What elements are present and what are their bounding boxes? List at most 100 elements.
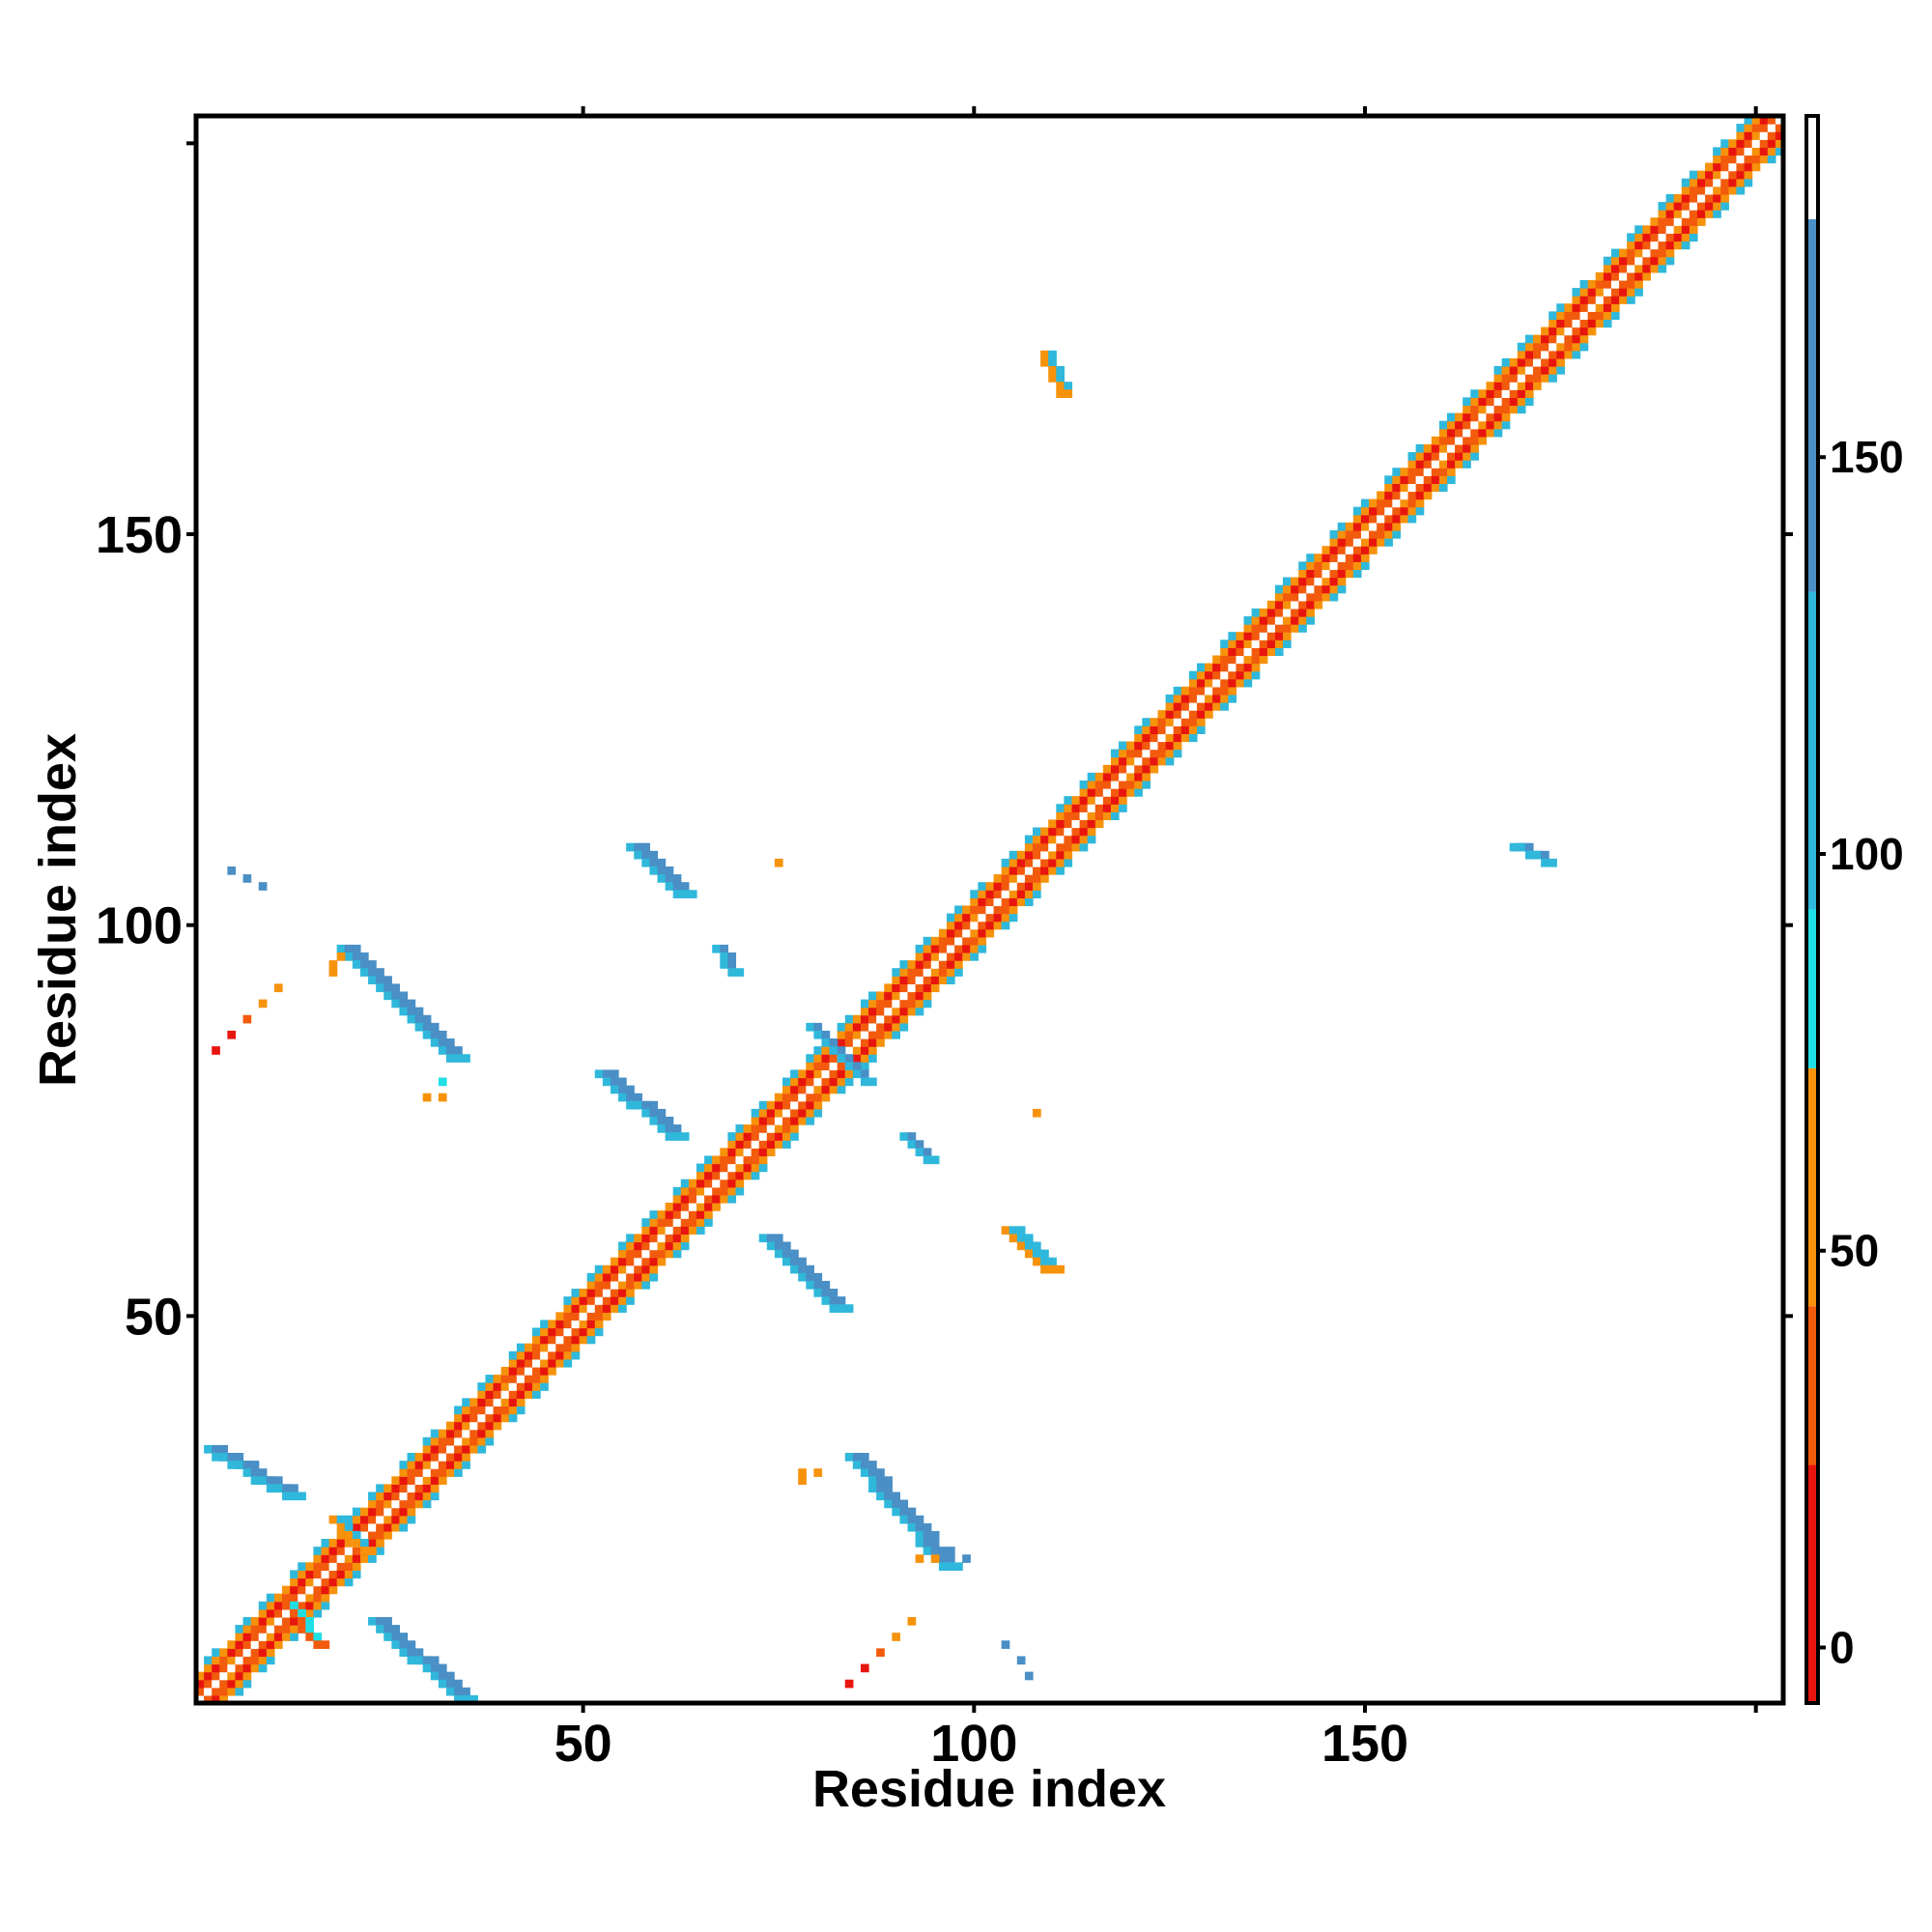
diagonal-cell <box>930 960 940 969</box>
diagonal-cell <box>1360 546 1370 554</box>
diagonal-cell <box>641 1234 651 1243</box>
diagonal-cell <box>1572 342 1581 352</box>
diagonal-cell <box>305 1601 314 1610</box>
diagonal-cell <box>774 1108 783 1118</box>
diagonal-cell <box>1001 874 1010 883</box>
diagonal-cell <box>970 936 979 946</box>
contact-cell <box>868 1468 877 1477</box>
diagonal-cell <box>1329 561 1339 571</box>
contact-cell <box>305 1616 314 1626</box>
diagonal-cell <box>1142 733 1151 743</box>
diagonal-cell <box>1329 538 1339 547</box>
diagonal-cell <box>1541 366 1549 375</box>
contact-cell <box>915 1148 924 1157</box>
diagonal-cell <box>414 1453 424 1462</box>
contact-cell <box>290 1492 298 1501</box>
diagonal-cell <box>1071 796 1081 805</box>
diagonal-cell <box>962 952 971 961</box>
diagonal-cell <box>298 1601 306 1610</box>
diagonal-cell <box>1142 764 1151 774</box>
diagonal-cell <box>540 1343 549 1352</box>
contact-cell <box>359 1539 369 1548</box>
diagonal-cell <box>1369 498 1378 508</box>
diagonal-cell <box>1243 655 1253 665</box>
diagonal-cell <box>954 936 963 946</box>
diagonal-cell <box>1196 686 1206 696</box>
diagonal-cell <box>860 1046 869 1055</box>
diagonal-cell <box>657 1241 667 1251</box>
contact-cell <box>422 1663 432 1673</box>
diagonal-cell <box>774 1132 783 1141</box>
contact-cell <box>430 1030 440 1039</box>
contact-cell <box>1509 842 1519 852</box>
diagonal-cell <box>672 1249 682 1259</box>
diagonal-cell <box>227 1679 237 1689</box>
diagonal-cell <box>1352 506 1362 516</box>
diagonal-cell <box>1283 600 1292 610</box>
diagonal-cell <box>923 960 932 969</box>
diagonal-cell <box>1321 584 1331 594</box>
diagonal-cell <box>743 1171 753 1180</box>
diagonal-cell <box>493 1413 502 1423</box>
diagonal-cell <box>1524 350 1534 359</box>
diagonal-cell <box>993 874 1003 883</box>
contact-dot <box>227 866 237 875</box>
diagonal-cell <box>1579 303 1589 312</box>
contact-cell <box>844 1054 854 1063</box>
diagonal-cell <box>1431 483 1440 493</box>
contact-cell <box>813 1289 823 1297</box>
contact-cell <box>399 1007 409 1016</box>
diagonal-cell <box>680 1179 690 1188</box>
diagonal-cell <box>1681 193 1690 203</box>
diagonal-cell <box>321 1577 330 1587</box>
diagonal-cell <box>1736 147 1746 156</box>
contact-cell <box>665 1124 674 1133</box>
diagonal-cell <box>735 1163 745 1173</box>
diagonal-cell <box>680 1234 690 1243</box>
diagonal-cell <box>555 1312 564 1321</box>
diagonal-cell <box>1634 279 1643 289</box>
diagonal-cell <box>1517 366 1526 375</box>
diagonal-cell <box>1744 162 1753 172</box>
diagonal-cell <box>586 1296 596 1305</box>
diagonal-cell <box>485 1413 495 1423</box>
diagonal-cell <box>923 999 932 1009</box>
diagonal-cell <box>696 1203 705 1211</box>
contact-cell <box>1056 366 1065 375</box>
contact-cell <box>923 1522 932 1532</box>
diagonal-cell <box>946 944 955 953</box>
diagonal-cell <box>876 999 885 1009</box>
diagonal-cell <box>352 1547 361 1555</box>
diagonal-cell <box>758 1140 768 1149</box>
contact-cell <box>414 1656 424 1665</box>
diagonal-cell <box>1071 835 1081 844</box>
diagonal-cell <box>430 1436 440 1446</box>
diagonal-cell <box>1642 241 1652 250</box>
diagonal-cell <box>1142 780 1151 789</box>
diagonal-cell <box>657 1257 667 1266</box>
diagonal-cell <box>1040 850 1049 860</box>
diagonal-cell <box>508 1390 518 1399</box>
diagonal-cell <box>1470 389 1479 398</box>
diagonal-cell <box>1533 366 1542 375</box>
diagonal-cell <box>586 1289 596 1297</box>
diagonal-cell <box>1541 327 1549 336</box>
contact-cell <box>844 1304 854 1313</box>
diagonal-cell <box>258 1616 268 1626</box>
diagonal-cell <box>1446 452 1456 461</box>
diagonal-cell <box>1463 436 1471 445</box>
diagonal-cell <box>516 1375 526 1383</box>
diagonal-cell <box>813 1085 823 1094</box>
diagonal-cell <box>493 1406 502 1415</box>
diagonal-cell <box>1212 702 1221 711</box>
diagonal-cell <box>1610 256 1620 266</box>
contact-cell <box>907 1522 917 1532</box>
diagonal-cell <box>993 921 1003 930</box>
diagonal-cell <box>407 1476 416 1485</box>
diagonal-cell <box>1196 663 1206 672</box>
diagonal-cell <box>1087 835 1096 844</box>
contact-cell <box>336 944 346 953</box>
contact-cell <box>258 1468 268 1477</box>
diagonal-cell <box>1087 819 1096 829</box>
